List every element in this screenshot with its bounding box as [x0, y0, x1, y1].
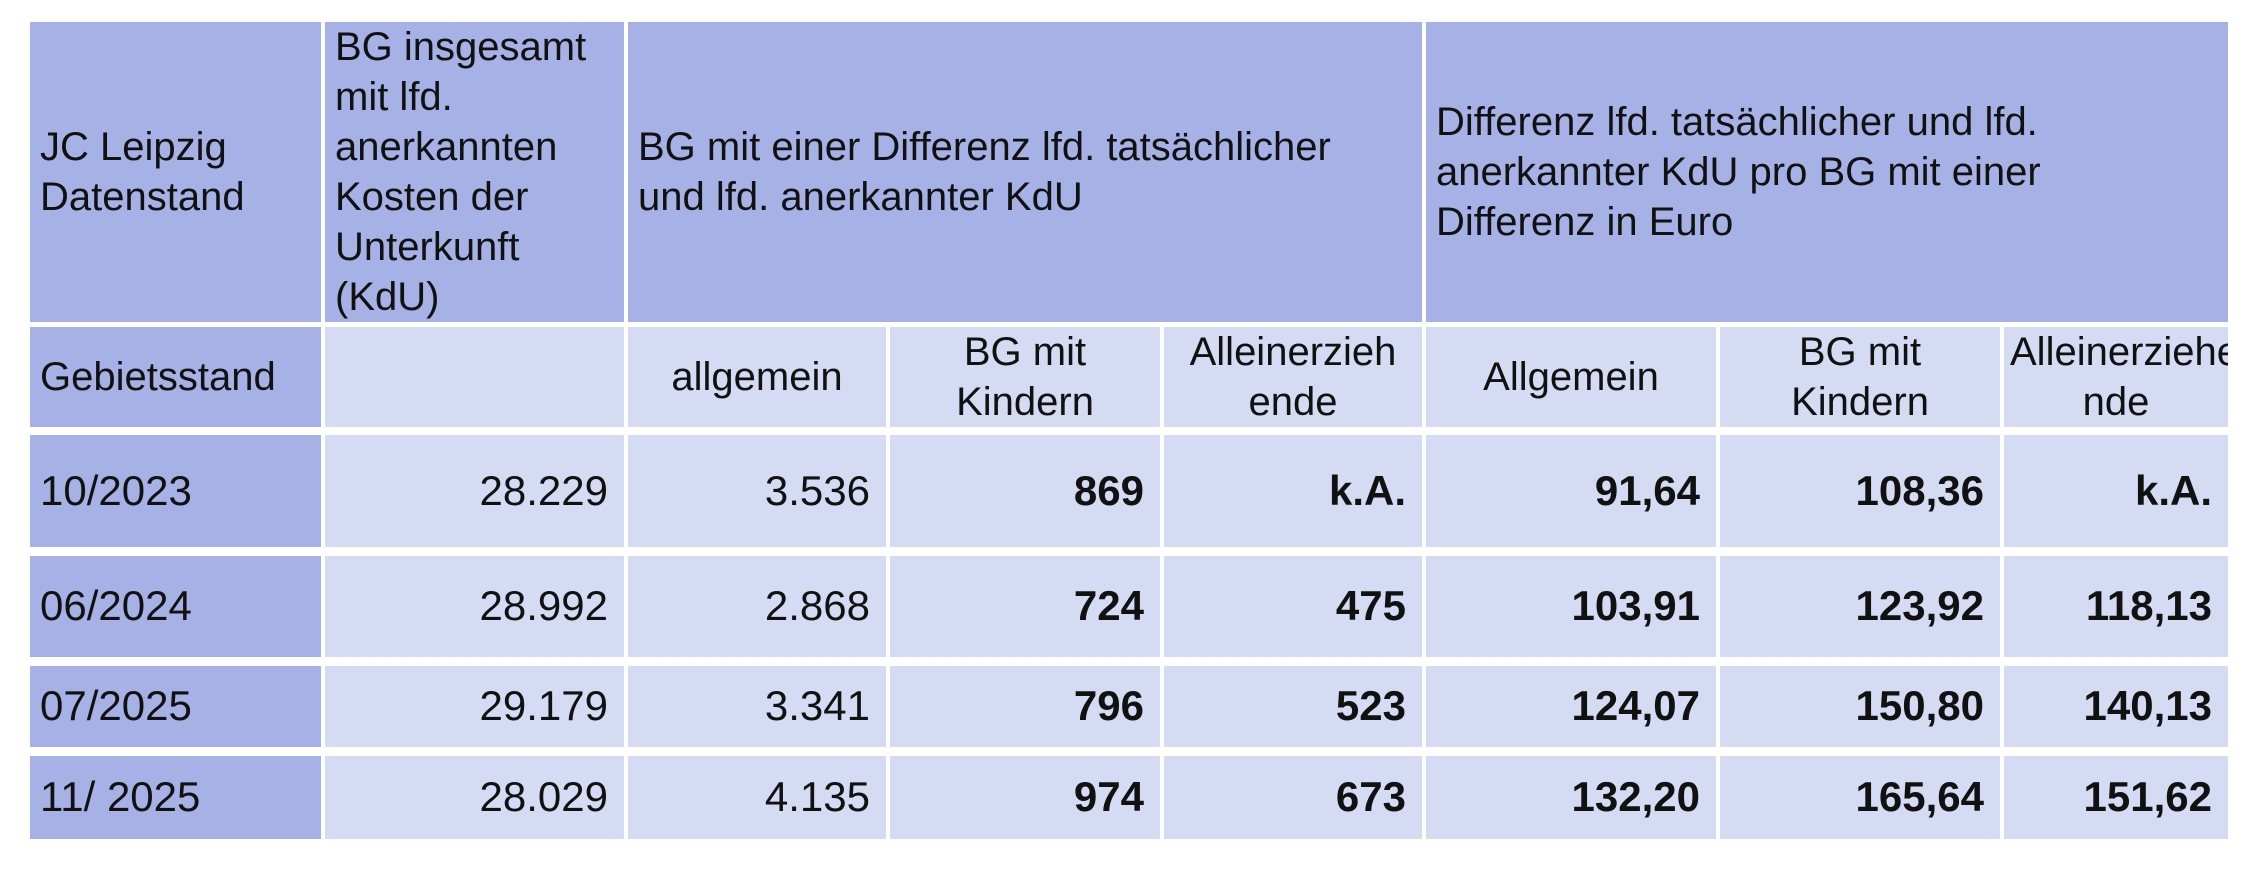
- value-bg-insgesamt: 29.179: [323, 661, 628, 756]
- value-bg-kindern-anzahl: 869: [888, 431, 1164, 556]
- header-row-sub: Gebietsstand allgemein BG mit Kindern Al…: [30, 324, 2228, 435]
- value-bg-insgesamt: 28.992: [323, 551, 628, 666]
- kdu-differenz-table: JC Leipzig Datenstand BG insgesamt mit l…: [30, 22, 2228, 839]
- table-row-10-2023: 10/2023 28.229 3.536 869 k.A. 91,64 108,…: [30, 431, 2228, 556]
- subheader-bg-mit-kindern-anzahl: BG mit Kindern: [888, 324, 1164, 435]
- value-bg-kindern-anzahl: 974: [888, 751, 1164, 839]
- value-alleinerziehende-euro: 118,13: [2002, 551, 2228, 666]
- value-bg-kindern-euro: 123,92: [1718, 551, 2004, 666]
- value-alleinerziehende-anzahl: 475: [1162, 551, 1426, 666]
- value-alleinerziehende-anzahl: 523: [1162, 661, 1426, 756]
- value-allgemein-euro: 132,20: [1424, 751, 1720, 839]
- header-jc-leipzig-datenstand: JC Leipzig Datenstand: [30, 22, 325, 327]
- value-allgemein-anzahl: 2.868: [626, 551, 890, 666]
- value-allgemein-anzahl: 3.341: [626, 661, 890, 756]
- subheader-empty: [323, 324, 628, 435]
- subheader-alleinerziehende-anzahl: Alleinerzieh ende: [1162, 324, 1426, 435]
- table-row-06-2024: 06/2024 28.992 2.868 724 475 103,91 123,…: [30, 551, 2228, 666]
- subheader-allgemein-euro: Allgemein: [1424, 324, 1720, 435]
- value-allgemein-anzahl: 3.536: [626, 431, 890, 556]
- period-cell: 06/2024: [30, 551, 325, 666]
- subheader-allgemein-anzahl: allgemein: [626, 324, 890, 435]
- value-alleinerziehende-anzahl: k.A.: [1162, 431, 1426, 556]
- period-cell: 11/ 2025: [30, 751, 325, 839]
- value-alleinerziehende-euro: 151,62: [2002, 751, 2228, 839]
- value-bg-kindern-euro: 165,64: [1718, 751, 2004, 839]
- period-cell: 10/2023: [30, 431, 325, 556]
- value-bg-insgesamt: 28.229: [323, 431, 628, 556]
- subheader-alleinerziehende-euro: Alleinerziehe nde: [2002, 324, 2228, 435]
- value-bg-kindern-euro: 108,36: [1718, 431, 2004, 556]
- value-alleinerziehende-euro: k.A.: [2002, 431, 2228, 556]
- value-bg-kindern-euro: 150,80: [1718, 661, 2004, 756]
- period-cell: 07/2025: [30, 661, 325, 756]
- value-allgemein-anzahl: 4.135: [626, 751, 890, 839]
- value-allgemein-euro: 124,07: [1424, 661, 1720, 756]
- value-bg-insgesamt: 28.029: [323, 751, 628, 839]
- value-alleinerziehende-euro: 140,13: [2002, 661, 2228, 756]
- table-row-07-2025: 07/2025 29.179 3.341 796 523 124,07 150,…: [30, 661, 2228, 756]
- subheader-bg-mit-kindern-euro: BG mit Kindern: [1718, 324, 2004, 435]
- value-bg-kindern-anzahl: 796: [888, 661, 1164, 756]
- value-bg-kindern-anzahl: 724: [888, 551, 1164, 666]
- value-allgemein-euro: 103,91: [1424, 551, 1720, 666]
- header-differenz-pro-bg-euro: Differenz lfd. tatsächlicher und lfd. an…: [1424, 22, 2228, 327]
- header-bg-insgesamt-kdu: BG insgesamt mit lfd. anerkannten Kosten…: [323, 22, 628, 327]
- subheader-gebietsstand: Gebietsstand: [30, 324, 325, 435]
- header-bg-mit-differenz: BG mit einer Differenz lfd. tatsächliche…: [626, 22, 1426, 327]
- value-alleinerziehende-anzahl: 673: [1162, 751, 1426, 839]
- table-row-11-2025: 11/ 2025 28.029 4.135 974 673 132,20 165…: [30, 751, 2228, 839]
- header-row-main: JC Leipzig Datenstand BG insgesamt mit l…: [30, 22, 2228, 327]
- value-allgemein-euro: 91,64: [1424, 431, 1720, 556]
